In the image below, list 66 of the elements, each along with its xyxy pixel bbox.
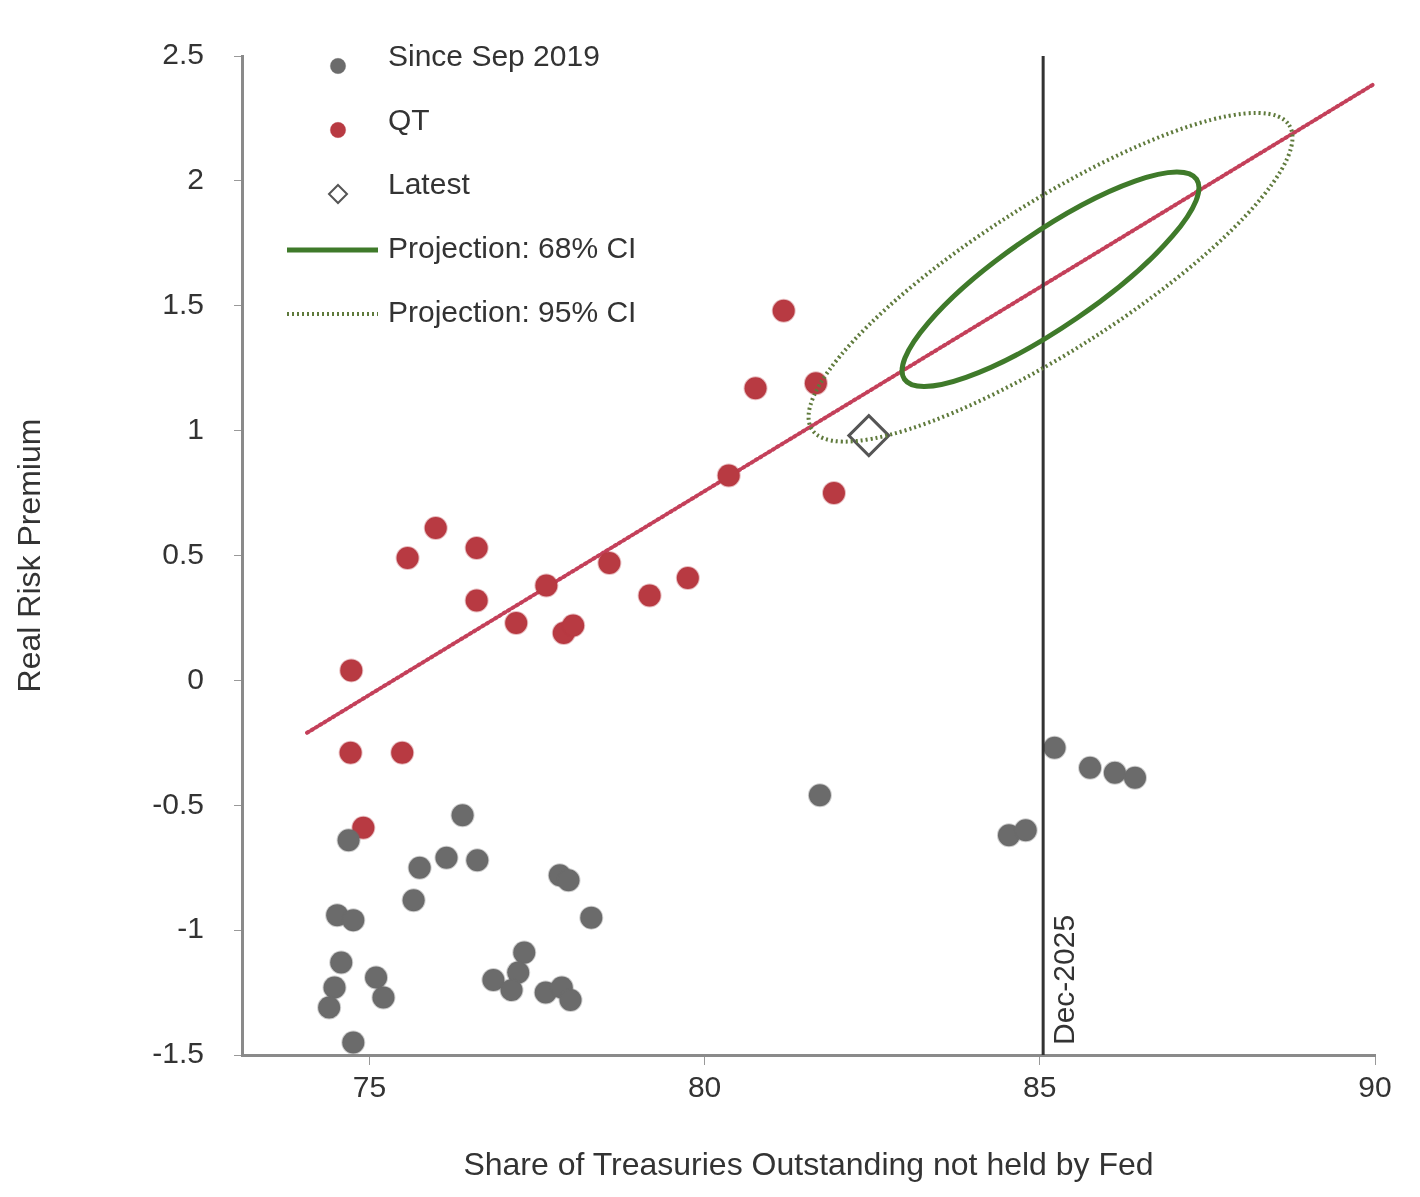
x-tick-label: 90 [1358,1070,1392,1104]
legend-label: Since Sep 2019 [388,39,600,73]
point [317,995,342,1020]
x-tick-label: 75 [352,1070,387,1104]
point [341,1030,366,1055]
point [329,950,354,975]
point [504,610,529,635]
y-tick-label: 2.5 [162,37,204,71]
annotation: Projection: 95% CI [388,295,637,329]
point [407,855,432,880]
point [338,740,363,765]
point [512,940,537,965]
point [1122,765,1147,790]
ref-line-label: Dec-2025 [1047,914,1081,1045]
point [464,536,489,561]
point [423,516,448,541]
y-tick-label: 1.5 [162,287,204,321]
legend-label: Latest [388,167,471,201]
point [556,868,581,893]
point [499,978,524,1003]
y-tick-label: -0.5 [152,786,204,820]
point [558,988,583,1013]
point [351,815,376,840]
point [339,658,364,683]
point [364,965,389,990]
x-tick-label: 80 [687,1070,722,1104]
point [743,376,768,401]
point [464,588,489,613]
point [401,888,426,913]
x-tick-label: 85 [1023,1070,1057,1104]
point [716,463,741,488]
point [336,828,361,853]
point [579,905,604,930]
point [371,985,396,1010]
y-tick-label: 2 [187,162,204,196]
point [561,613,586,638]
point [1078,755,1103,780]
point [534,573,559,598]
y-tick-label: 0.5 [162,536,204,570]
point [847,414,891,458]
x-axis-title: Share of Treasuries Outstanding not held by Fed [463,1145,1154,1182]
point [1013,818,1038,843]
legend-label: QT [388,103,430,137]
point [322,975,347,1000]
annotation: Projection: 68% CI [388,231,637,265]
point [1042,735,1067,760]
point [341,908,366,933]
point [803,371,828,396]
y-tick-label: -1.5 [152,1036,204,1070]
point [637,583,662,608]
y-axis-title: Real Risk Premium [11,418,48,693]
point [450,803,475,828]
point [675,565,700,590]
point [1102,760,1127,785]
y-tick-label: -1 [177,911,204,945]
point [771,298,796,323]
point [821,481,846,506]
point [434,845,459,870]
point [390,740,415,765]
y-tick-label: 1 [187,411,204,445]
point [807,783,832,808]
point [395,546,420,570]
point [465,848,490,873]
point [481,968,506,993]
point [597,550,622,575]
y-tick-label: 0 [187,661,204,695]
